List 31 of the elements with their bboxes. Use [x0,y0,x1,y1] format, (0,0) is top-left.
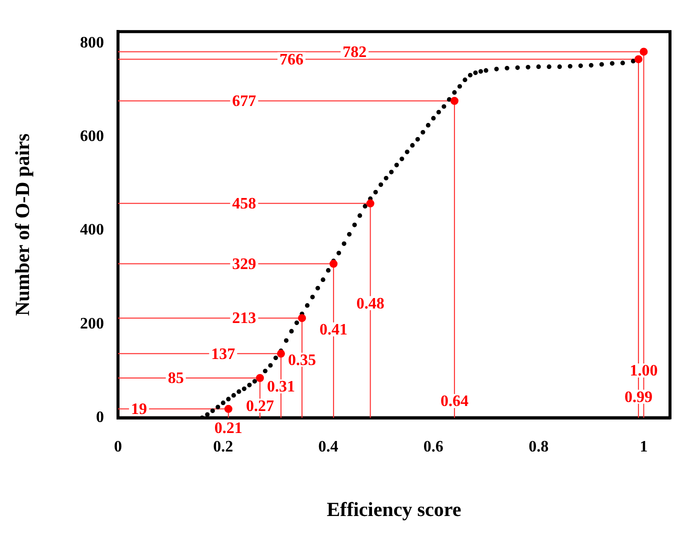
y-axis-title: Number of O-D pairs [12,133,34,316]
annotation: 677 [232,93,256,110]
x-axis-title: Efficiency score [326,499,462,522]
annotation: 85 [168,370,184,388]
annotation: 782 [342,44,367,61]
annotation: 0.21 [214,420,242,437]
x-tick-label: 1 [640,438,648,456]
annotation: 0.35 [288,352,316,369]
x-tick-label: 0.4 [318,438,338,456]
annotation: 0.48 [356,295,384,312]
x-tick-label: 0 [114,438,122,456]
annotation: 19 [131,401,148,418]
x-tick-label: 0.8 [528,438,549,456]
annotation: 0.64 [440,393,468,410]
annotation: 0.99 [624,388,652,406]
annotation: 329 [232,256,256,273]
x-tick-label: 0.2 [213,438,234,456]
y-tick-label: 400 [80,222,104,239]
y-tick-label: 800 [80,34,104,52]
x-tick-label: 0.6 [423,438,444,456]
y-tick-label: 600 [80,128,104,146]
annotation: 0.31 [266,378,295,396]
annotation: 458 [232,196,256,213]
y-tick-label: 0 [96,408,104,426]
y-tick-label: 200 [80,315,104,332]
annotation: 0.27 [246,398,274,415]
annotation: 0.41 [320,321,348,338]
annotation: 137 [211,346,236,363]
annotation: 213 [232,310,256,328]
annotation: 1.00 [630,362,658,380]
annotation: 766 [279,51,304,68]
